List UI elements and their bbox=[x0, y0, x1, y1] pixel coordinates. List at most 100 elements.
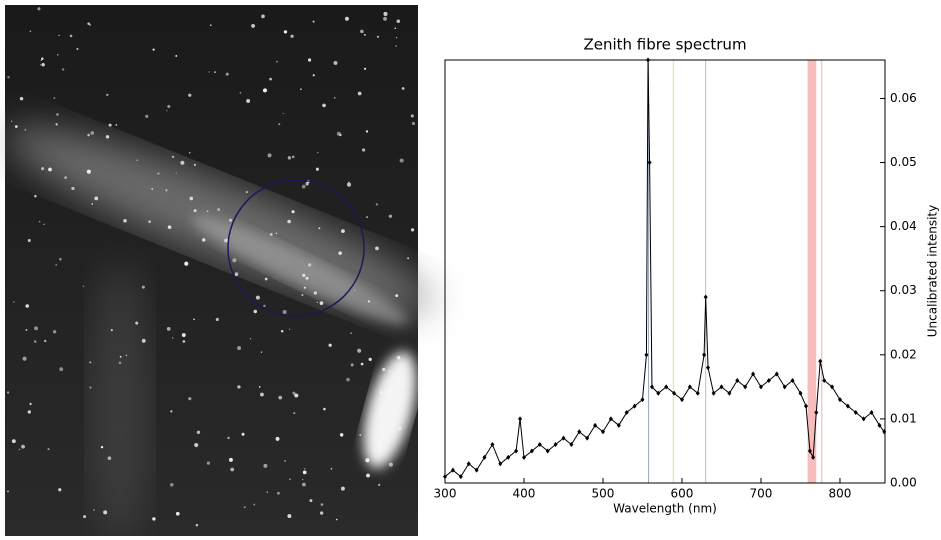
star bbox=[319, 301, 324, 305]
star bbox=[346, 182, 352, 187]
x-axis-label: Wavelength (nm) bbox=[613, 502, 717, 516]
point bbox=[647, 160, 652, 166]
star bbox=[125, 354, 128, 357]
point bbox=[703, 294, 708, 300]
star bbox=[317, 151, 319, 154]
star bbox=[291, 210, 295, 214]
star bbox=[83, 515, 87, 519]
star bbox=[336, 131, 341, 136]
star bbox=[171, 337, 174, 339]
star bbox=[87, 133, 90, 137]
star bbox=[330, 467, 333, 470]
star bbox=[225, 72, 229, 76]
star bbox=[41, 57, 44, 60]
point bbox=[553, 442, 558, 448]
star bbox=[228, 457, 233, 462]
point bbox=[545, 448, 550, 454]
star bbox=[411, 121, 416, 126]
point bbox=[616, 422, 621, 428]
star bbox=[395, 294, 399, 298]
star bbox=[319, 511, 324, 515]
star bbox=[237, 346, 242, 351]
point bbox=[518, 416, 523, 422]
star bbox=[335, 518, 338, 521]
star bbox=[260, 392, 264, 397]
star bbox=[34, 326, 38, 331]
point bbox=[790, 377, 795, 383]
y-tick-label: 0.01 bbox=[890, 411, 917, 425]
star bbox=[193, 318, 195, 321]
point bbox=[869, 410, 874, 415]
star bbox=[366, 216, 369, 219]
point bbox=[807, 448, 812, 454]
star bbox=[224, 238, 229, 243]
x-tick-label: 400 bbox=[513, 487, 536, 501]
point bbox=[877, 422, 882, 428]
star bbox=[136, 159, 138, 161]
point bbox=[593, 422, 598, 428]
star bbox=[339, 433, 344, 437]
star bbox=[86, 169, 91, 174]
star bbox=[276, 60, 278, 63]
star bbox=[208, 71, 210, 73]
spectrum-line bbox=[444, 59, 885, 478]
star bbox=[38, 220, 41, 223]
point bbox=[853, 410, 858, 415]
star bbox=[234, 272, 239, 276]
star bbox=[341, 229, 345, 233]
star bbox=[260, 351, 263, 353]
star bbox=[328, 343, 332, 347]
star bbox=[359, 434, 362, 436]
star bbox=[410, 228, 415, 232]
star bbox=[307, 58, 312, 62]
point bbox=[466, 461, 471, 467]
star bbox=[105, 135, 110, 139]
star bbox=[367, 300, 370, 303]
star bbox=[239, 91, 242, 94]
point bbox=[818, 358, 823, 364]
star bbox=[58, 488, 62, 492]
star bbox=[275, 232, 278, 235]
point bbox=[458, 474, 463, 480]
star bbox=[354, 289, 356, 291]
star bbox=[277, 491, 280, 495]
star bbox=[91, 203, 94, 205]
star bbox=[182, 340, 186, 343]
star bbox=[25, 304, 30, 308]
point bbox=[585, 435, 590, 441]
star bbox=[383, 11, 388, 16]
star bbox=[334, 97, 336, 99]
star bbox=[360, 29, 364, 34]
point bbox=[706, 365, 711, 371]
star bbox=[282, 310, 287, 315]
star bbox=[115, 124, 118, 126]
star bbox=[22, 356, 27, 361]
point bbox=[644, 352, 649, 358]
star bbox=[71, 186, 75, 191]
star bbox=[275, 436, 280, 441]
star bbox=[11, 120, 13, 122]
point bbox=[679, 397, 684, 403]
y-tick-label: 0.00 bbox=[890, 476, 917, 490]
point bbox=[735, 377, 740, 383]
star bbox=[214, 71, 216, 74]
point bbox=[450, 467, 455, 473]
star bbox=[69, 34, 73, 38]
star bbox=[6, 490, 10, 493]
star bbox=[53, 97, 56, 99]
star bbox=[29, 402, 32, 406]
star bbox=[90, 131, 95, 135]
star bbox=[37, 7, 41, 11]
star bbox=[302, 478, 304, 481]
star bbox=[253, 503, 256, 506]
star bbox=[166, 327, 171, 331]
star bbox=[103, 510, 108, 515]
point bbox=[782, 384, 787, 390]
star bbox=[378, 483, 381, 487]
star bbox=[215, 317, 219, 322]
star bbox=[41, 167, 45, 171]
star bbox=[300, 88, 302, 90]
star bbox=[366, 473, 370, 478]
star bbox=[312, 20, 315, 23]
